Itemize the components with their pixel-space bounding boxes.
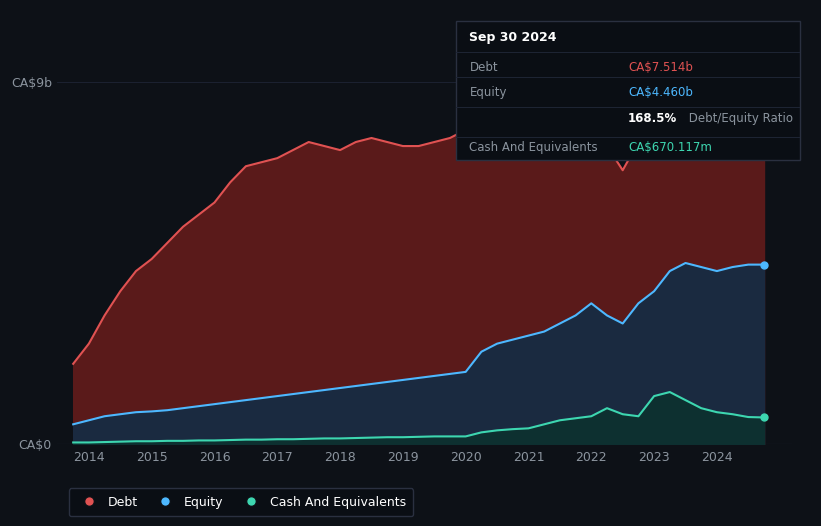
Text: CA$4.460b: CA$4.460b [628, 86, 693, 99]
Text: Debt: Debt [470, 62, 498, 75]
Text: Cash And Equivalents: Cash And Equivalents [470, 141, 598, 154]
Text: Sep 30 2024: Sep 30 2024 [470, 31, 557, 44]
Legend: Debt, Equity, Cash And Equivalents: Debt, Equity, Cash And Equivalents [69, 488, 414, 516]
Text: Equity: Equity [470, 86, 507, 99]
Text: 168.5%: 168.5% [628, 113, 677, 125]
Text: CA$7.514b: CA$7.514b [628, 62, 693, 75]
Text: CA$670.117m: CA$670.117m [628, 141, 712, 154]
Text: Debt/Equity Ratio: Debt/Equity Ratio [685, 113, 793, 125]
